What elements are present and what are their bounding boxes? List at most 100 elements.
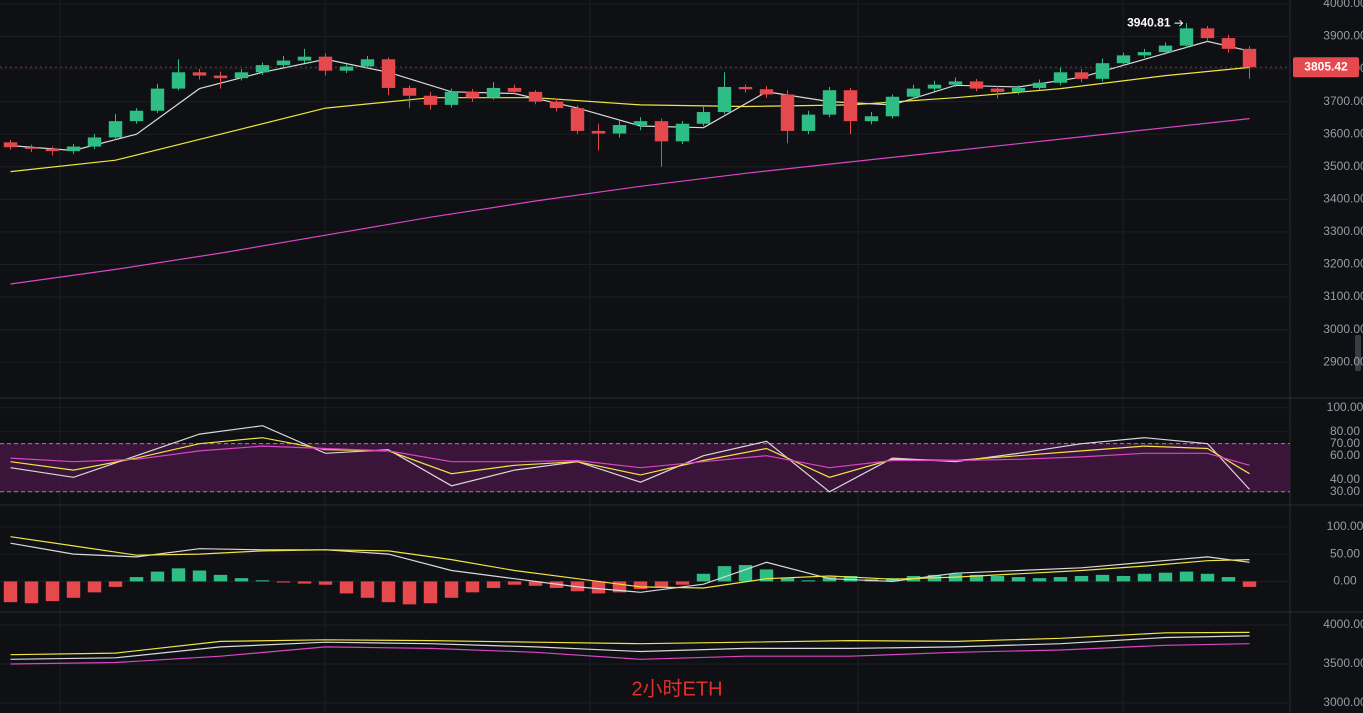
candle-body bbox=[675, 123, 690, 142]
vertical-grid bbox=[59, 0, 1124, 713]
candle-body bbox=[591, 130, 606, 134]
candle-body bbox=[570, 108, 585, 131]
macd-bar bbox=[1011, 577, 1026, 582]
macd-bar bbox=[423, 581, 438, 604]
y-tick-label: 100.00 bbox=[1327, 400, 1363, 414]
candle-body bbox=[108, 121, 123, 138]
macd-bar bbox=[444, 581, 459, 598]
last-price-label: 3805.42 bbox=[1304, 59, 1348, 73]
y-tick-label: 70.00 bbox=[1330, 436, 1360, 450]
candle-body bbox=[717, 86, 732, 113]
candle-body bbox=[1221, 38, 1236, 49]
macd-bar bbox=[1158, 572, 1173, 582]
macd-bar bbox=[255, 580, 270, 582]
indicator-line bbox=[10, 445, 1250, 469]
candle-body bbox=[150, 88, 165, 111]
candle-body bbox=[234, 72, 249, 79]
candle-body bbox=[969, 81, 984, 89]
candle-body bbox=[1158, 45, 1173, 53]
macd-bar bbox=[1221, 577, 1236, 582]
y-tick-label: 4000.00 bbox=[1323, 0, 1363, 10]
scroll-handle[interactable] bbox=[1355, 335, 1361, 371]
candle-body bbox=[1137, 52, 1152, 56]
y-tick-label: 50.00 bbox=[1330, 546, 1360, 560]
macd-bar bbox=[1095, 574, 1110, 582]
macd-bar bbox=[1053, 577, 1068, 582]
candle-body bbox=[45, 148, 60, 152]
macd-bar bbox=[129, 577, 144, 582]
macd-bar bbox=[66, 581, 81, 598]
candle-body bbox=[360, 59, 375, 67]
macd-bar bbox=[381, 581, 396, 603]
candle-body bbox=[1200, 28, 1215, 39]
y-tick-label: 60.00 bbox=[1330, 448, 1360, 462]
high-arrow bbox=[1174, 19, 1184, 27]
macd-bar bbox=[108, 581, 123, 587]
macd-bar bbox=[591, 581, 606, 594]
macd-bar bbox=[276, 581, 291, 583]
candle-body bbox=[87, 137, 102, 147]
candle-body bbox=[801, 114, 816, 131]
candle-body bbox=[1116, 55, 1131, 64]
caption: 2小时ETH bbox=[631, 677, 722, 700]
candle-body bbox=[318, 56, 333, 71]
candle-body bbox=[549, 101, 564, 109]
candle-body bbox=[276, 60, 291, 66]
candle-body bbox=[1242, 48, 1257, 68]
candle-body bbox=[465, 91, 480, 98]
candle-body bbox=[297, 56, 312, 61]
y-tick-label: 100.00 bbox=[1327, 519, 1363, 533]
y-tick-label: 0.00 bbox=[1333, 574, 1357, 588]
candle-body bbox=[171, 72, 186, 89]
candle-body bbox=[66, 146, 81, 152]
y-tick-label: 3100.00 bbox=[1323, 289, 1363, 303]
y-tick-label: 3000.00 bbox=[1323, 322, 1363, 336]
candle-body bbox=[738, 86, 753, 90]
y-tick-label: 3200.00 bbox=[1323, 257, 1363, 271]
indicator-line bbox=[10, 542, 1250, 593]
macd-bar bbox=[213, 574, 228, 582]
macd-bar bbox=[780, 578, 795, 582]
macd-bar bbox=[1074, 575, 1089, 582]
candle-body bbox=[3, 142, 18, 148]
macd-bar bbox=[192, 570, 207, 582]
candle-body bbox=[906, 88, 921, 97]
candle-body bbox=[843, 90, 858, 122]
y-tick-label: 3700.00 bbox=[1323, 94, 1363, 108]
candle-body bbox=[381, 59, 396, 88]
macd-bar bbox=[696, 573, 711, 582]
macd-bar bbox=[465, 581, 480, 593]
macd-bar bbox=[990, 575, 1005, 582]
candle-body bbox=[612, 125, 627, 134]
macd-bar bbox=[360, 581, 375, 598]
y-tick-label: 40.00 bbox=[1330, 472, 1360, 486]
macd-bar bbox=[45, 581, 60, 602]
macd-bar bbox=[675, 581, 690, 585]
macd-bar bbox=[3, 581, 18, 603]
macd-bar bbox=[1137, 573, 1152, 582]
y-tick-label: 3400.00 bbox=[1323, 191, 1363, 205]
candle-body bbox=[654, 121, 669, 142]
candle-body bbox=[1095, 63, 1110, 79]
macd-bar bbox=[24, 581, 39, 604]
macd-bar bbox=[150, 571, 165, 582]
candle-body bbox=[990, 88, 1005, 92]
macd-bar bbox=[969, 574, 984, 582]
macd-bar bbox=[1242, 581, 1257, 587]
y-tick-label: 4000.00 bbox=[1323, 617, 1363, 631]
candle-body bbox=[780, 94, 795, 131]
indicator-line bbox=[10, 118, 1250, 285]
indicator-line bbox=[10, 425, 1250, 493]
candle-body bbox=[1011, 87, 1026, 92]
macd-bar bbox=[318, 581, 333, 585]
macd-bar bbox=[339, 581, 354, 594]
macd-bar bbox=[1200, 573, 1215, 582]
candle-body bbox=[1074, 72, 1089, 79]
candle-body bbox=[1032, 82, 1047, 88]
candle-body bbox=[948, 81, 963, 85]
last-price-box bbox=[1293, 57, 1359, 78]
candle-body bbox=[402, 87, 417, 96]
